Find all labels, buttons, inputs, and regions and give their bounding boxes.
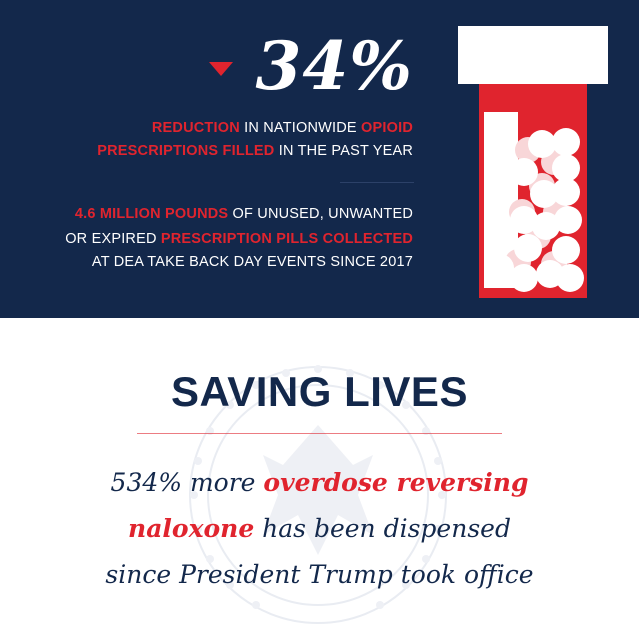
stat-line-1-highlight: REDUCTION (151, 120, 240, 136)
naloxone-statement: 534% more overdose reversing naloxone ha… (0, 460, 639, 598)
statement-line-1: 534% more overdose reversing (0, 460, 639, 506)
stat-line-4: OR EXPIRED PRESCRIPTION PILLS COLLECTED (65, 228, 413, 251)
stat-line-2-highlight: PRESCRIPTIONS FILLED (97, 143, 275, 159)
statement-line-2: naloxone has been dispensed (0, 506, 639, 552)
stat-line-2-text: IN THE PAST YEAR (274, 143, 413, 159)
percent-stat: 34% (209, 30, 413, 102)
statement-line-2-text: has been dispensed (254, 514, 511, 543)
statement-line-1-text: 534% more (110, 468, 264, 497)
divider (340, 182, 414, 183)
statement-line-1-highlight: overdose reversing (263, 468, 529, 497)
stat-line-1: REDUCTION IN NATIONWIDE OPIOID (152, 117, 413, 140)
stats-banner: 34% REDUCTION IN NATIONWIDE OPIOID PRESC… (0, 0, 639, 318)
stat-line-3-highlight: 4.6 MILLION POUNDS (74, 206, 229, 222)
statement-line-3: since President Trump took office (105, 560, 534, 589)
stat-line-4-text: OR EXPIRED (65, 231, 161, 247)
page-title: SAVING LIVES (171, 368, 468, 415)
pill-bottle-icon (458, 26, 608, 298)
down-arrow-icon (209, 62, 234, 76)
stat-line-3: 4.6 MILLION POUNDS OF UNUSED, UNWANTED (75, 203, 413, 226)
stat-line-2: PRESCRIPTIONS FILLED IN THE PAST YEAR (97, 140, 413, 163)
stat-line-4-highlight: PRESCRIPTION PILLS COLLECTED (160, 231, 413, 247)
stat-line-1-text: IN NATIONWIDE (239, 120, 362, 136)
stat-line-1-highlight-2: OPIOID (361, 120, 413, 136)
title-divider (137, 433, 502, 434)
percent-value: 34% (255, 27, 413, 105)
statement-line-2-highlight: naloxone (128, 514, 255, 543)
stat-line-5: AT DEA TAKE BACK DAY EVENTS SINCE 2017 (91, 254, 413, 270)
stat-line-3-text: OF UNUSED, UNWANTED (228, 206, 413, 222)
presidential-seal-icon (189, 365, 447, 624)
